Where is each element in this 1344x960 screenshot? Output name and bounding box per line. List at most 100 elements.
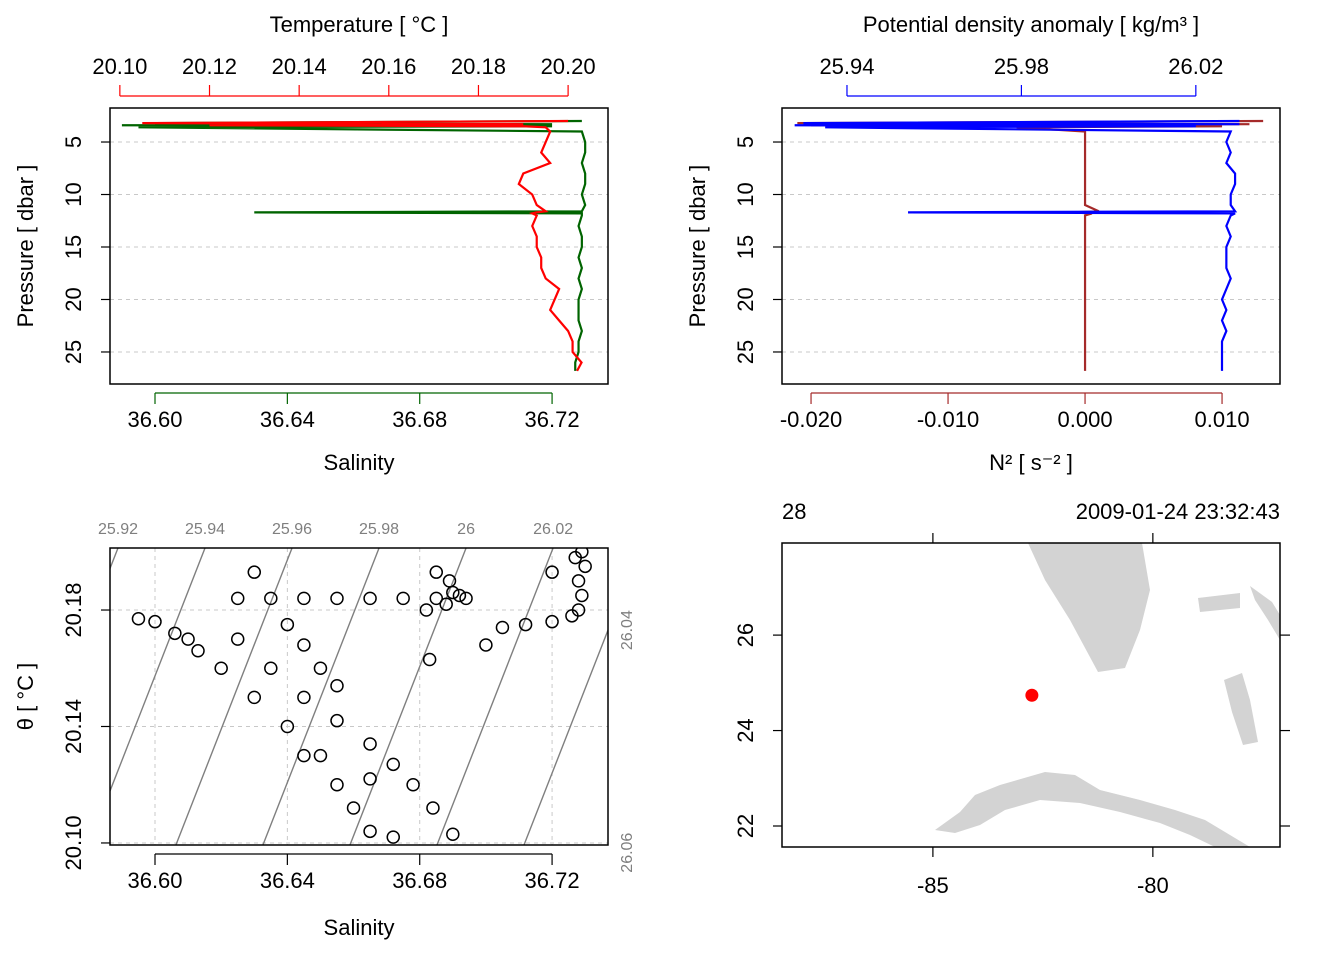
point (280, 719, 295, 734)
points (131, 548, 592, 844)
point (386, 830, 400, 844)
point (446, 827, 460, 841)
point (148, 614, 162, 629)
point (452, 588, 467, 603)
point (230, 632, 245, 646)
y-tick-label: 25 (61, 340, 86, 364)
isopycnal-label: 25.92 (98, 521, 138, 538)
point (297, 591, 311, 606)
x-tick-label: 36.60 (127, 407, 182, 432)
y-tick-label: 22 (733, 814, 758, 838)
island-a (1198, 593, 1240, 612)
y-tick-label: 5 (61, 136, 86, 148)
x-tick-label: -85 (917, 873, 949, 898)
point (363, 824, 377, 839)
x-tick-label: 36.72 (525, 868, 580, 893)
point (346, 801, 361, 815)
plot-frame (109, 547, 609, 846)
florida (1028, 543, 1150, 672)
point (363, 737, 377, 751)
x-tick-label: 36.68 (392, 407, 447, 432)
point (247, 565, 262, 579)
point (429, 565, 444, 579)
map-header-left: 28 (782, 499, 806, 524)
y-tick-label: 10 (733, 182, 758, 206)
plot-frame (781, 107, 1281, 385)
isopycnal-label: 26.06 (619, 833, 636, 873)
x-tick-label: 36.68 (392, 868, 447, 893)
x-tick-label: 20.12 (182, 54, 237, 79)
profile-line (121, 119, 587, 371)
x-tick-label: -0.010 (917, 407, 979, 432)
y-tick-label: 5 (733, 136, 758, 148)
y-tick-label: 20.14 (61, 699, 86, 754)
point (230, 591, 245, 606)
x-tick-label: 36.64 (260, 407, 315, 432)
point (181, 632, 195, 646)
isopycnal (523, 628, 608, 845)
y-tick-label: 15 (61, 235, 86, 259)
point (419, 603, 434, 617)
isopycnal-label: 26 (457, 521, 475, 538)
point (545, 565, 559, 579)
profile-line (797, 119, 1264, 371)
y-axis-title: Pressure [ dbar ] (685, 165, 710, 328)
point (363, 591, 377, 606)
point (386, 757, 400, 772)
isopycnal (436, 548, 554, 845)
island-b (1250, 586, 1280, 640)
point (571, 603, 586, 617)
point (518, 617, 533, 632)
point (575, 588, 589, 603)
profile-line (794, 119, 1240, 371)
point (280, 617, 295, 632)
x-tick-label: 20.16 (361, 54, 416, 79)
land (935, 543, 1280, 847)
point (131, 612, 146, 626)
x-tick-label: 36.64 (260, 868, 315, 893)
point (571, 574, 586, 588)
point (578, 559, 592, 574)
point (168, 626, 182, 641)
isopycnal-label: 25.94 (185, 521, 225, 538)
x-tick-label: 20.20 (541, 54, 596, 79)
point (545, 614, 559, 629)
point (297, 748, 311, 763)
point (426, 801, 440, 815)
point (297, 638, 311, 652)
axis-title: Temperature [ °C ] (270, 12, 449, 37)
y-tick-label: 26 (733, 623, 758, 647)
y-tick-label: 20.10 (61, 815, 86, 870)
x-tick-label: 36.60 (127, 868, 182, 893)
plot-frame (781, 542, 1281, 848)
x-tick-label: -0.020 (780, 407, 842, 432)
point (406, 777, 420, 792)
isopycnal-label: 25.98 (359, 521, 399, 538)
y-tick-label: 20.18 (61, 582, 86, 637)
point (363, 772, 377, 786)
point (495, 620, 510, 635)
point (214, 661, 228, 676)
point (313, 748, 328, 763)
axis-title: Salinity (324, 450, 395, 475)
axis-title: N² [ s⁻² ] (989, 450, 1073, 475)
x-tick-label: 26.02 (1168, 54, 1223, 79)
point (479, 638, 493, 652)
x-tick-label: 25.98 (994, 54, 1049, 79)
y-axis-title: θ [ °C ] (13, 663, 38, 730)
isopycnal-label: 26.02 (533, 521, 573, 538)
profile-line (142, 119, 583, 372)
point (442, 574, 457, 588)
point (422, 652, 437, 667)
y-tick-label: 25 (733, 340, 758, 364)
point (330, 777, 344, 792)
x-tick-label: 25.94 (819, 54, 874, 79)
isopycnal (262, 548, 380, 845)
x-tick-label: 20.10 (92, 54, 147, 79)
isopycnal-label: 26.04 (619, 610, 636, 650)
y-tick-label: 10 (61, 182, 86, 206)
x-tick-label: 20.18 (451, 54, 506, 79)
island-c (1224, 673, 1258, 745)
point (568, 550, 582, 565)
